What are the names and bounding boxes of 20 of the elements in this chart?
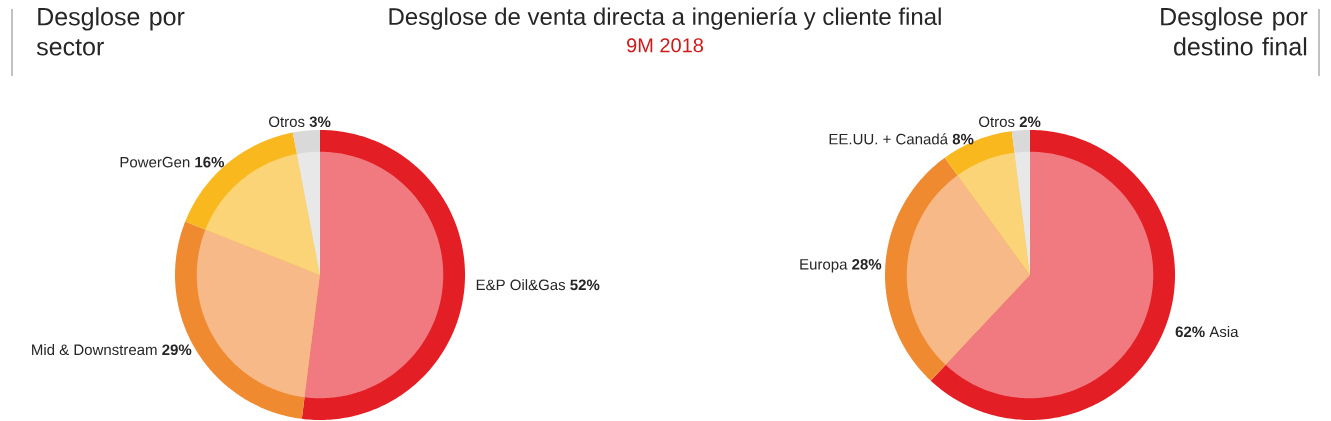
text: 52% [570, 279, 600, 291]
slice-label: Asia [1209, 326, 1239, 338]
text: 2% [1019, 116, 1041, 128]
chart-title: Desglose por destino final [1161, 7, 1308, 56]
text: 9M 2018 [627, 38, 704, 53]
slice-label: Europa [800, 259, 848, 273]
text: 62% [1175, 326, 1205, 338]
text: 8% [952, 133, 974, 145]
slice-label: Otros [979, 116, 1015, 128]
slice-label: Otros [269, 116, 305, 128]
slice-label: EE.UU. + Canadá [829, 133, 949, 145]
slice-label: PowerGen [120, 156, 190, 168]
slice-label: Mid & Downstream [32, 344, 157, 356]
chart-title: Desglose por sector [36, 7, 185, 56]
text: 16% [195, 156, 225, 168]
text: 3% [309, 116, 331, 128]
text: 28% [852, 259, 882, 270]
text: Desglose de venta directa a ingeniería y cliente final [389, 7, 941, 30]
slice-label: E&P Oil&Gas [476, 279, 566, 291]
text: 29% [162, 344, 192, 356]
